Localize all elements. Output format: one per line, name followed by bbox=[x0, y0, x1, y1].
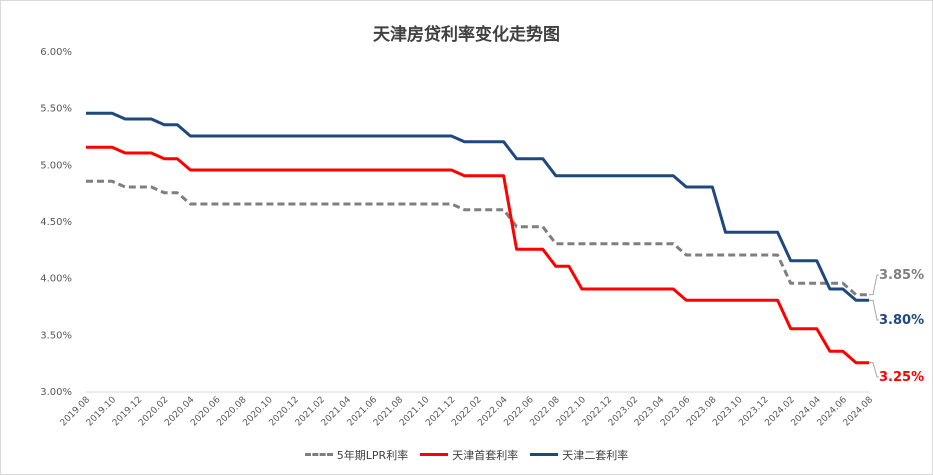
x-axis-ticks: 2019.082019.102019.122020.022020.042020.… bbox=[59, 395, 876, 429]
legend-item: 天津首套利率 bbox=[420, 447, 518, 463]
y-tick-label: 4.50% bbox=[40, 217, 72, 228]
legend-label: 天津二套利率 bbox=[562, 448, 629, 462]
end-label: 3.25% bbox=[879, 370, 924, 385]
y-tick-label: 3.50% bbox=[40, 330, 72, 341]
y-tick-label: 4.00% bbox=[40, 274, 72, 285]
y-axis-ticks: 6.00% 5.50% 5.00% 4.50% 4.00% 3.50% 3.00% bbox=[40, 47, 72, 398]
end-label-leader bbox=[869, 362, 879, 378]
legend-swatch bbox=[304, 453, 333, 456]
legend-item: 天津二套利率 bbox=[530, 447, 628, 463]
series-line-2 bbox=[86, 111, 869, 302]
end-label: 3.85% bbox=[879, 268, 924, 283]
y-tick-label: 3.00% bbox=[40, 387, 72, 398]
legend-swatch bbox=[420, 453, 449, 456]
legend-swatch bbox=[530, 453, 559, 456]
y-tick-label: 5.50% bbox=[40, 104, 72, 115]
end-label-leader bbox=[869, 274, 879, 296]
legend: 5年期LPR利率 天津首套利率 天津二套利率 bbox=[0, 446, 933, 463]
legend-label: 5年期LPR利率 bbox=[336, 448, 409, 462]
series-line-0 bbox=[86, 179, 869, 297]
chart-title: 天津房贷利率变化走势图 bbox=[373, 25, 560, 45]
y-tick-label: 6.00% bbox=[40, 47, 72, 58]
series-lines bbox=[86, 111, 869, 365]
end-label: 3.80% bbox=[879, 313, 924, 328]
y-tick-label: 5.00% bbox=[40, 160, 72, 171]
legend-label: 天津首套利率 bbox=[452, 448, 519, 462]
end-label-leader bbox=[869, 299, 879, 321]
end-labels: 3.85% 3.25% 3.80% bbox=[869, 268, 924, 385]
series-line-1 bbox=[86, 145, 869, 365]
legend-item: 5年期LPR利率 bbox=[304, 447, 409, 463]
